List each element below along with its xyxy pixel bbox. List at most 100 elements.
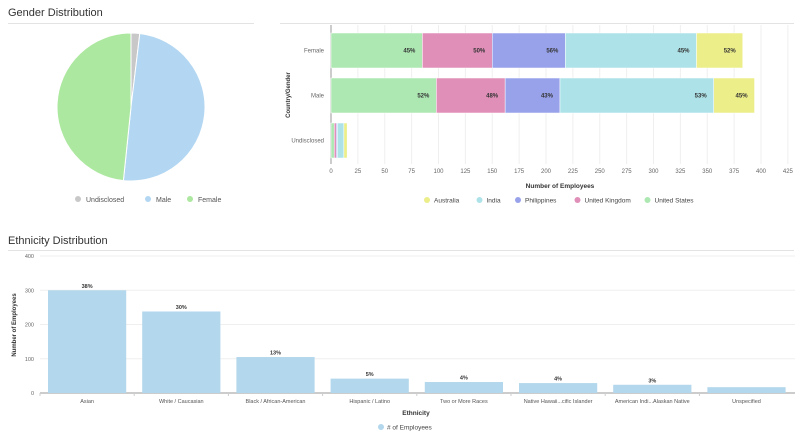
y-tick-label: 400 <box>25 254 34 260</box>
legend-label-australia[interactable]: Australia <box>434 198 460 205</box>
x-tick-label: 50 <box>381 169 388 175</box>
x-tick-label: 425 <box>783 169 794 175</box>
x-tick-label: 25 <box>355 169 362 175</box>
ethnicity-bar[interactable] <box>519 383 598 393</box>
gender-distribution-title: Gender Distribution <box>8 7 103 19</box>
bar-data-label: 50% <box>473 49 486 55</box>
y-tick-label: 0 <box>31 391 34 397</box>
x-tick-label: 200 <box>541 169 552 175</box>
x-tick-label: White / Caucasian <box>159 399 204 405</box>
bar-data-label: 30% <box>176 305 187 311</box>
x-tick-label: Asian <box>80 399 94 405</box>
x-tick-label: Two or More Races <box>440 399 488 405</box>
bar-data-label: 45% <box>736 94 749 100</box>
x-tick-label: 375 <box>729 169 740 175</box>
legend-marker-philippines <box>515 197 521 203</box>
legend-label-male[interactable]: Male <box>156 197 171 204</box>
bar-segment-united-states[interactable] <box>330 122 335 159</box>
pie-slice-female[interactable] <box>56 32 132 182</box>
y-tick-label: 100 <box>25 357 34 363</box>
country-title-divider <box>280 23 794 24</box>
y-axis-title: Country/Gender <box>286 72 292 118</box>
legend-label-female[interactable]: Female <box>198 197 221 204</box>
bar-data-label: 52% <box>417 94 430 100</box>
bar-data-label: 56% <box>546 49 559 55</box>
x-tick-label: 175 <box>514 169 525 175</box>
ethnicity-bar[interactable] <box>613 384 692 393</box>
x-tick-label: 75 <box>408 169 415 175</box>
x-tick-label: Unspecified <box>732 399 761 405</box>
legend-marker-australia <box>424 197 430 203</box>
ethnicity-bar[interactable] <box>236 357 315 393</box>
legend-label-employees[interactable]: # of Employees <box>387 425 433 432</box>
x-tick-label: American Indi...Alaskan Native <box>615 399 690 405</box>
ethnicity-bar[interactable] <box>424 382 503 393</box>
bar-data-label: 53% <box>695 94 708 100</box>
legend-marker-employees <box>378 424 384 430</box>
bar-segment-india[interactable] <box>337 122 345 159</box>
x-tick-label: 325 <box>675 169 686 175</box>
bar-data-label: 38% <box>82 284 93 290</box>
bar-segment-australia[interactable] <box>713 77 755 114</box>
y-axis-title: Number of Employees <box>12 293 18 357</box>
legend-marker-india <box>476 197 483 203</box>
legend-marker-female <box>187 196 193 202</box>
legend-label-united-kingdom[interactable]: United Kingdom <box>585 198 631 205</box>
x-tick-label: 225 <box>568 169 579 175</box>
bar-segment-australia[interactable] <box>343 122 348 159</box>
x-tick-label: Black / African-American <box>246 399 306 405</box>
ethnicity-distribution-title: Ethnicity Distribution <box>8 235 108 247</box>
bar-segment-united-kingdom[interactable] <box>436 77 506 114</box>
bar-segment-philippines[interactable] <box>492 32 566 69</box>
ethnicity-bar[interactable] <box>48 290 127 393</box>
x-tick-label: 125 <box>460 169 471 175</box>
y-tick-label: 200 <box>25 323 34 329</box>
x-tick-label: Hispanic / Latino <box>349 399 390 405</box>
y-tick-label: 300 <box>25 288 34 294</box>
bar-segment-united-kingdom[interactable] <box>333 122 337 159</box>
legend-label-united-states[interactable]: United States <box>655 198 695 205</box>
bar-data-label: 4% <box>460 376 468 382</box>
bar-data-label: 52% <box>724 49 737 55</box>
y-tick-label: Undisclosed <box>291 139 324 145</box>
x-axis-title: Number of Employees <box>526 183 595 190</box>
legend-label-undisclosed[interactable]: Undisclosed <box>86 197 124 204</box>
legend-marker-united-kingdom <box>574 197 581 203</box>
bar-data-label: 3% <box>648 378 656 384</box>
gender-title-divider <box>8 23 254 24</box>
y-tick-label: Male <box>311 94 325 100</box>
bar-data-label: 43% <box>541 94 554 100</box>
bar-segment-united-states[interactable] <box>330 77 437 114</box>
y-tick-label: Female <box>304 49 325 55</box>
ethnicity-bar[interactable] <box>142 311 221 393</box>
bar-segment-united-states[interactable] <box>330 32 423 69</box>
bar-data-label: 45% <box>403 49 416 55</box>
x-tick-label: Native Hawaii...cific Islander <box>524 399 593 405</box>
bar-data-label: 13% <box>270 351 281 357</box>
x-tick-label: 400 <box>756 169 767 175</box>
x-tick-label: 150 <box>487 169 498 175</box>
x-tick-label: 250 <box>595 169 606 175</box>
legend-marker-undisclosed <box>75 196 81 202</box>
legend-label-philippines[interactable]: Philippines <box>525 198 557 205</box>
bar-segment-united-kingdom[interactable] <box>422 32 493 69</box>
legend-label-india[interactable]: India <box>487 198 501 205</box>
legend-marker-male <box>145 196 151 202</box>
x-tick-label: 350 <box>702 169 713 175</box>
bar-segment-australia[interactable] <box>696 32 743 69</box>
bar-data-label: 48% <box>486 94 499 100</box>
x-tick-label: 100 <box>433 169 444 175</box>
pie-slice-male[interactable] <box>122 32 206 182</box>
x-tick-label: 300 <box>648 169 659 175</box>
bar-data-label: 5% <box>366 372 374 378</box>
bar-data-label: 4% <box>554 377 562 383</box>
x-tick-label: 275 <box>622 169 633 175</box>
ethnicity-bar[interactable] <box>707 387 786 393</box>
bar-data-label: 45% <box>677 49 690 55</box>
x-axis-title: Ethnicity <box>402 410 430 417</box>
x-tick-label: 0 <box>329 169 333 175</box>
bar-segment-philippines[interactable] <box>504 77 561 114</box>
ethnicity-bar[interactable] <box>330 378 409 393</box>
bar-segment-india[interactable] <box>559 77 714 114</box>
